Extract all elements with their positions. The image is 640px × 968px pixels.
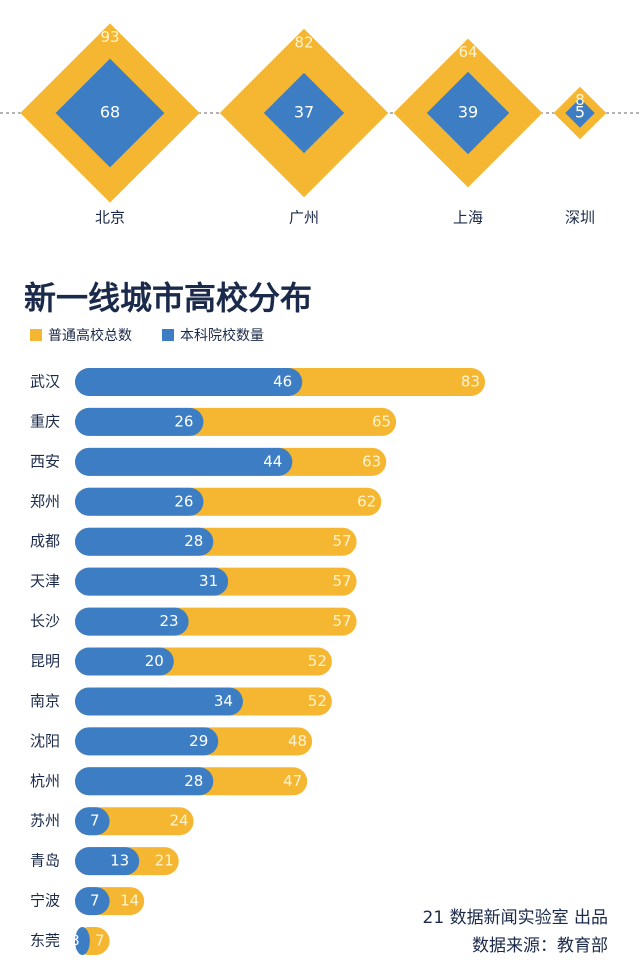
bar: [75, 927, 90, 956]
legend-swatch: [30, 329, 42, 341]
bar: [75, 647, 174, 676]
value-label: 83: [461, 373, 480, 391]
value-label: 8: [575, 91, 585, 109]
value-label: 28: [184, 532, 203, 550]
category-label: 青岛: [30, 852, 60, 870]
value-label: 46: [273, 373, 292, 391]
bar: [75, 447, 293, 476]
value-label: 5: [575, 103, 585, 122]
bar: [75, 687, 243, 716]
value-label: 52: [308, 652, 327, 670]
category-label: 昆明: [30, 652, 60, 670]
legend-swatch: [162, 329, 174, 341]
bar: [75, 407, 204, 436]
value-label: 31: [199, 572, 218, 590]
value-label: 20: [145, 652, 164, 670]
footer: 21 数据新闻实验室 出品: [423, 908, 608, 928]
value-label: 29: [189, 732, 208, 750]
category-label: 宁波: [30, 892, 60, 910]
diamond: [565, 98, 595, 128]
city-label: 深圳: [565, 209, 595, 227]
value-label: 24: [169, 812, 188, 830]
value-label: 57: [332, 612, 351, 630]
value-label: 47: [283, 772, 302, 790]
category-label: 武汉: [30, 373, 60, 391]
city-label: 广州: [289, 209, 319, 227]
value-label: 44: [263, 452, 282, 470]
bar: [75, 607, 189, 636]
value-label: 37: [294, 103, 314, 122]
city-label: 北京: [95, 209, 125, 227]
value-label: 7: [95, 932, 105, 950]
legend-label: 本科院校数量: [180, 327, 264, 344]
value-label: 26: [174, 492, 193, 510]
category-label: 苏州: [30, 812, 60, 830]
footer: 数据来源：教育部: [472, 936, 608, 956]
bar: [75, 487, 204, 516]
value-label: 64: [458, 43, 477, 61]
value-label: 13: [110, 852, 129, 870]
bar: [75, 368, 303, 396]
value-label: 39: [458, 103, 478, 122]
value-label: 14: [120, 892, 139, 910]
diamond: [55, 58, 165, 168]
category-label: 郑州: [30, 492, 60, 510]
diamond: [426, 71, 510, 155]
value-label: 28: [184, 772, 203, 790]
value-label: 34: [214, 692, 233, 710]
value-label: 23: [160, 612, 179, 630]
value-label: 21: [155, 852, 174, 870]
value-label: 63: [362, 452, 381, 470]
category-label: 天津: [30, 572, 60, 590]
category-label: 东莞: [30, 932, 60, 950]
category-label: 重庆: [30, 412, 60, 430]
category-label: 杭州: [30, 772, 60, 790]
value-label: 52: [308, 692, 327, 710]
legend-label: 普通高校总数: [48, 327, 132, 344]
value-label: 65: [372, 412, 391, 430]
bar: [75, 727, 219, 756]
bar: [75, 567, 229, 596]
chart-title: 新一线城市高校分布: [24, 279, 312, 317]
value-label: 57: [332, 572, 351, 590]
bar: [75, 887, 110, 916]
category-label: 成都: [30, 532, 60, 550]
bar: [75, 807, 110, 836]
value-label: 7: [90, 812, 100, 830]
bar: [75, 527, 214, 556]
value-label: 48: [288, 732, 307, 750]
value-label: 93: [100, 28, 119, 46]
value-label: 26: [174, 412, 193, 430]
value-label: 3: [70, 932, 80, 950]
category-label: 沈阳: [30, 732, 60, 750]
bar: [75, 847, 140, 876]
bar: [75, 767, 214, 796]
value-label: 82: [294, 33, 313, 51]
diamond: [263, 72, 345, 154]
value-label: 62: [357, 492, 376, 510]
value-label: 68: [100, 103, 120, 122]
category-label: 长沙: [30, 612, 60, 630]
value-label: 57: [332, 532, 351, 550]
category-label: 南京: [30, 692, 60, 710]
value-label: 7: [90, 892, 100, 910]
category-label: 西安: [30, 452, 60, 470]
city-label: 上海: [453, 209, 483, 227]
